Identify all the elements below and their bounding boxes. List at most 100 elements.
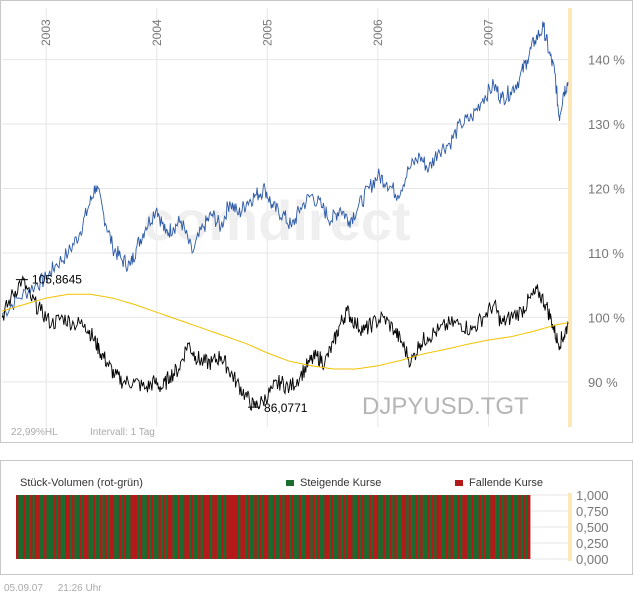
volume-bar: [195, 495, 199, 559]
volume-bar: [256, 495, 260, 559]
volume-bar: [508, 495, 512, 559]
volume-bar: [485, 495, 489, 559]
volume-bar: [16, 495, 19, 559]
volume-bar: [149, 495, 152, 559]
volume-bar: [244, 495, 248, 559]
volume-bar: [102, 495, 106, 559]
volume-bar: [317, 495, 321, 559]
volume-bar: [347, 495, 351, 559]
volume-bar: [527, 495, 531, 559]
volume-bar: [282, 495, 286, 559]
volume-bar: [296, 495, 300, 559]
volume-bar: [18, 495, 22, 559]
volume-bar: [174, 495, 178, 559]
volume-bar: [310, 495, 314, 559]
volume-bar: [497, 495, 501, 559]
volume-bar: [373, 495, 377, 559]
volume-bar: [473, 495, 477, 559]
volume-bar: [429, 495, 433, 559]
volume-bar: [518, 495, 522, 559]
volume-bar: [72, 495, 75, 559]
volume-bar: [270, 495, 274, 559]
volume-bar: [343, 495, 346, 559]
volume-bar: [261, 495, 265, 559]
volume-bar: [235, 495, 239, 559]
volume-bar: [298, 495, 302, 559]
volume-bar: [167, 495, 171, 559]
volume-bar: [275, 495, 279, 559]
x-tick-label: 2004: [150, 19, 164, 46]
volume-bar: [284, 495, 288, 559]
footer-date: 05.09.07: [4, 583, 43, 594]
volume-bar: [226, 495, 230, 559]
volume-bar: [146, 495, 150, 559]
volume-bar: [352, 495, 356, 559]
volume-bar: [417, 495, 421, 559]
volume-bar: [340, 495, 344, 559]
volume-bar: [233, 495, 237, 559]
x-tick-label: 2007: [481, 19, 495, 46]
volume-bar: [368, 495, 372, 559]
volume-bar: [406, 495, 409, 559]
volume-bar: [240, 495, 244, 559]
volume-bar: [223, 495, 227, 559]
plot-frame: [0, 0, 633, 443]
series-line-moving-average: [1, 293, 569, 370]
volume-bar: [142, 495, 145, 559]
volume-bar: [121, 495, 124, 559]
annotation-label: 105,8645: [32, 273, 82, 287]
volume-bar: [249, 495, 253, 559]
volume-bar: [490, 495, 494, 559]
volume-bar: [469, 495, 472, 559]
volume-bar: [100, 495, 103, 559]
current-date-band: [568, 8, 572, 427]
volume-bar: [111, 495, 115, 559]
volume-bar: [60, 495, 64, 559]
volume-bar: [387, 495, 391, 559]
volume-bar: [394, 495, 398, 559]
volume-bar: [357, 495, 360, 559]
volume-bar: [375, 495, 379, 559]
volume-bar: [165, 495, 169, 559]
volume-bar: [258, 495, 262, 559]
volume-bar: [228, 495, 232, 559]
y-tick-label: 140 %: [588, 53, 625, 68]
legend-label: Steigende Kurse: [300, 477, 381, 489]
volume-bar: [331, 495, 335, 559]
volume-bar: [273, 495, 276, 559]
volume-bar: [277, 495, 281, 559]
volume-bar: [93, 495, 96, 559]
volume-bar: [466, 495, 470, 559]
volume-bar: [403, 495, 407, 559]
volume-bar: [116, 495, 120, 559]
volume-bar: [385, 495, 388, 559]
volume-bar: [144, 495, 148, 559]
volume-bar: [315, 495, 318, 559]
y-tick-label: 110 %: [588, 246, 624, 261]
volume-bar: [361, 495, 365, 559]
volume-bar: [90, 495, 94, 559]
volume-bar: [452, 495, 456, 559]
volume-bar: [151, 495, 155, 559]
volume-bar: [392, 495, 395, 559]
chart-title: DJPYUSD.TGT: [362, 393, 529, 420]
volume-bar: [333, 495, 337, 559]
volume-bar: [287, 495, 290, 559]
volume-bar: [431, 495, 435, 559]
volume-bar: [128, 495, 131, 559]
volume-bar: [427, 495, 430, 559]
volume-bar: [156, 495, 159, 559]
volume-bar: [95, 495, 99, 559]
volume-bar: [137, 495, 141, 559]
y-tick-label: 100 %: [588, 310, 625, 325]
volume-bar: [86, 495, 89, 559]
volume-bar: [48, 495, 52, 559]
volume-bar: [109, 495, 113, 559]
volume-bar: [364, 495, 367, 559]
volume-bar: [359, 495, 363, 559]
volume-bar: [396, 495, 400, 559]
volume-y-tick: 1,000: [576, 488, 609, 503]
volume-bar: [51, 495, 54, 559]
volume-bar: [476, 495, 479, 559]
volume-bar: [441, 495, 444, 559]
